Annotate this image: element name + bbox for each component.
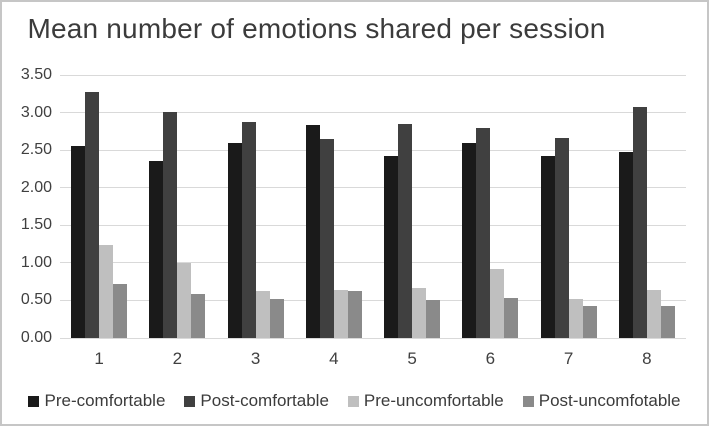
gridline <box>60 337 686 339</box>
bar-post-comfortable-session-5 <box>398 123 413 338</box>
legend-item-pre-uncomfortable: Pre-uncomfortable <box>347 391 504 411</box>
legend-swatch-icon <box>28 395 40 407</box>
y-axis-tick-label: 3.00 <box>20 103 52 121</box>
bar-post-comfortable-session-7 <box>554 138 569 338</box>
bar-pre-uncomfortable-session-8 <box>646 289 661 338</box>
bar-pre-comfortable-session-4 <box>305 125 320 338</box>
gridline <box>60 262 686 264</box>
bar-pre-uncomfortable-session-2 <box>177 262 192 338</box>
legend-label: Pre-comfortable <box>44 391 166 410</box>
bar-post-comfortable-session-8 <box>632 106 647 338</box>
bar-pre-uncomfortable-session-1 <box>99 244 114 338</box>
y-axis-tick-label: 0.00 <box>20 329 52 346</box>
bar-post-comfortable-session-6 <box>476 128 491 338</box>
gridline <box>60 187 686 189</box>
x-axis-tick-label: 4 <box>329 349 339 368</box>
bar-post-uncomfotable-session-2 <box>191 293 206 338</box>
x-axis-tick-label: 1 <box>94 349 104 368</box>
legend-item-post-comfortable: Post-comfortable <box>184 391 329 411</box>
legend: Pre-comfortable Post-comfortable Pre-uncom… <box>2 391 707 411</box>
bar-pre-comfortable-session-8 <box>618 152 633 338</box>
bar-post-comfortable-session-4 <box>319 138 334 338</box>
legend-swatch-icon <box>347 395 359 407</box>
x-axis-tick-label: 2 <box>172 349 183 368</box>
bar-pre-uncomfortable-session-3 <box>255 290 270 338</box>
x-axis-tick-label: 3 <box>250 349 261 368</box>
legend-swatch-icon <box>522 395 534 407</box>
bar-pre-uncomfortable-session-7 <box>568 298 583 338</box>
gridline <box>60 224 686 226</box>
bar-post-uncomfotable-session-7 <box>582 306 597 338</box>
bar-post-uncomfotable-session-1 <box>113 283 128 338</box>
y-axis-tick-label: 2.50 <box>20 141 52 159</box>
legend-item-post-uncomfotable: Post-uncomfotable <box>522 391 681 411</box>
bar-pre-uncomfortable-session-4 <box>333 289 348 338</box>
bar-post-uncomfotable-session-8 <box>660 305 675 338</box>
bar-post-comfortable-session-1 <box>85 92 100 338</box>
legend-label: Post-comfortable <box>200 391 329 410</box>
gridline <box>60 112 686 114</box>
bar-pre-comfortable-session-1 <box>71 146 86 338</box>
bar-pre-comfortable-session-5 <box>384 156 399 338</box>
chart-title: Mean number of emotions shared per sessi… <box>27 13 606 44</box>
gridline <box>60 149 686 151</box>
gridline <box>60 299 686 301</box>
bar-post-uncomfotable-session-5 <box>426 300 441 338</box>
x-axis-tick-label: 6 <box>485 349 496 368</box>
bar-post-uncomfotable-session-4 <box>347 291 362 338</box>
bar-post-uncomfotable-session-6 <box>504 298 519 338</box>
legend-item-pre-comfortable: Pre-comfortable <box>28 391 165 411</box>
bar-pre-uncomfortable-session-5 <box>412 287 427 338</box>
bar-pre-comfortable-session-3 <box>227 142 242 338</box>
x-axis-tick-label: 8 <box>642 349 652 368</box>
bar-post-uncomfotable-session-3 <box>269 298 284 338</box>
x-axis-tick-label: 7 <box>563 349 574 368</box>
y-axis-tick-label: 0.50 <box>20 291 52 309</box>
legend-label: Pre-uncomfortable <box>363 391 504 410</box>
bar-pre-comfortable-session-7 <box>540 156 555 338</box>
y-axis-tick-label: 3.50 <box>20 66 52 83</box>
legend-swatch-icon <box>184 395 196 407</box>
bar-pre-comfortable-session-6 <box>462 143 477 338</box>
legend-label: Post-uncomfotable <box>538 391 681 410</box>
bar-post-comfortable-session-2 <box>163 111 178 338</box>
gridline <box>60 74 686 76</box>
y-axis-tick-label: 2.00 <box>20 178 52 196</box>
bar-pre-uncomfortable-session-6 <box>490 268 505 338</box>
y-axis-tick-label: 1.50 <box>20 216 52 234</box>
x-axis-tick-label: 5 <box>407 349 417 368</box>
bar-pre-comfortable-session-2 <box>149 161 164 338</box>
y-axis-tick-label: 1.00 <box>20 253 52 271</box>
bar-post-comfortable-session-3 <box>241 122 256 338</box>
